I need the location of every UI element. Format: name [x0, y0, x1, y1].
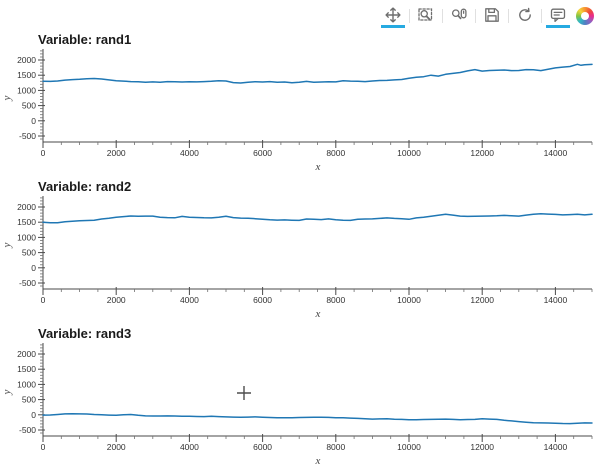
svg-text:14000: 14000	[544, 295, 568, 305]
svg-text:-500: -500	[19, 131, 36, 141]
svg-text:y: y	[1, 389, 13, 395]
reset-icon	[516, 6, 534, 24]
svg-text:0: 0	[41, 148, 46, 158]
svg-text:1000: 1000	[17, 232, 36, 242]
plot-canvas-rand2[interactable]: 2000 1500 1000 500 0 -500 0 2000 4000 6000 8000 100…	[0, 194, 600, 324]
svg-text:x: x	[315, 455, 321, 467]
chart-rand3: Variable: rand3 2000 1500 1000 500 0 -500 0 200…	[0, 324, 600, 471]
svg-text:1000: 1000	[17, 85, 36, 95]
svg-text:12000: 12000	[470, 442, 494, 452]
bokeh-toolbar	[381, 2, 594, 30]
chart-title: Variable: rand2	[38, 179, 132, 194]
svg-text:500: 500	[22, 248, 36, 258]
wheel-zoom-tool-button[interactable]	[447, 4, 471, 28]
wheel-zoom-icon	[450, 6, 468, 24]
svg-text:-500: -500	[19, 278, 36, 288]
svg-text:4000: 4000	[180, 295, 199, 305]
svg-text:2000: 2000	[17, 202, 36, 212]
svg-text:6000: 6000	[253, 295, 272, 305]
box-zoom-tool-button[interactable]	[414, 4, 438, 28]
svg-text:4000: 4000	[180, 148, 199, 158]
svg-text:8000: 8000	[326, 442, 345, 452]
svg-text:2000: 2000	[17, 349, 36, 359]
svg-text:0: 0	[31, 410, 36, 420]
svg-text:2000: 2000	[107, 442, 126, 452]
svg-text:x: x	[315, 308, 321, 320]
svg-text:y: y	[1, 95, 13, 101]
pan-tool-button[interactable]	[381, 4, 405, 28]
svg-text:6000: 6000	[253, 442, 272, 452]
svg-text:12000: 12000	[470, 148, 494, 158]
save-tool-button[interactable]	[480, 4, 504, 28]
chart-stack: Variable: rand1 2000 1500 1000 500 0 -500 0 200…	[0, 30, 600, 471]
toolbar-separator	[541, 9, 542, 23]
reset-tool-button[interactable]	[513, 4, 537, 28]
bokeh-logo[interactable]	[576, 7, 594, 25]
hover-tool-button[interactable]	[546, 4, 570, 28]
chart-title: Variable: rand1	[38, 32, 132, 47]
chart-rand2: Variable: rand2 2000 1500 1000 500 0 -500 0 200…	[0, 177, 600, 324]
toolbar-separator	[409, 9, 410, 23]
svg-text:14000: 14000	[544, 148, 568, 158]
svg-text:10000: 10000	[397, 148, 421, 158]
toolbar-separator	[508, 9, 509, 23]
svg-text:0: 0	[31, 263, 36, 273]
plot-canvas-rand1[interactable]: 2000 1500 1000 500 0 -500 0 2000 4000 6000 8000 100…	[0, 47, 600, 177]
chart-rand1: Variable: rand1 2000 1500 1000 500 0 -500 0 200…	[0, 30, 600, 177]
toolbar-separator	[442, 9, 443, 23]
box-zoom-icon	[417, 6, 435, 24]
svg-text:-500: -500	[19, 425, 36, 435]
svg-text:500: 500	[22, 395, 36, 405]
svg-text:500: 500	[22, 101, 36, 111]
svg-text:6000: 6000	[253, 148, 272, 158]
svg-text:1500: 1500	[17, 217, 36, 227]
svg-text:4000: 4000	[180, 442, 199, 452]
chart-title: Variable: rand3	[38, 326, 132, 341]
svg-text:y: y	[1, 242, 13, 248]
pan-icon	[384, 6, 402, 24]
svg-text:0: 0	[41, 295, 46, 305]
svg-text:1500: 1500	[17, 70, 36, 80]
toolbar-separator	[475, 9, 476, 23]
svg-text:8000: 8000	[326, 295, 345, 305]
svg-text:0: 0	[31, 116, 36, 126]
svg-text:1000: 1000	[17, 379, 36, 389]
svg-text:1500: 1500	[17, 364, 36, 374]
svg-text:2000: 2000	[17, 55, 36, 65]
svg-text:12000: 12000	[470, 295, 494, 305]
svg-text:2000: 2000	[107, 148, 126, 158]
svg-text:10000: 10000	[397, 295, 421, 305]
hover-icon	[549, 6, 567, 24]
svg-text:x: x	[315, 161, 321, 173]
save-icon	[483, 6, 501, 24]
svg-text:2000: 2000	[107, 295, 126, 305]
svg-text:0: 0	[41, 442, 46, 452]
plot-canvas-rand3[interactable]: 2000 1500 1000 500 0 -500 0 2000 4000 6000 8000 100…	[0, 341, 600, 471]
svg-text:10000: 10000	[397, 442, 421, 452]
svg-text:8000: 8000	[326, 148, 345, 158]
svg-text:14000: 14000	[544, 442, 568, 452]
